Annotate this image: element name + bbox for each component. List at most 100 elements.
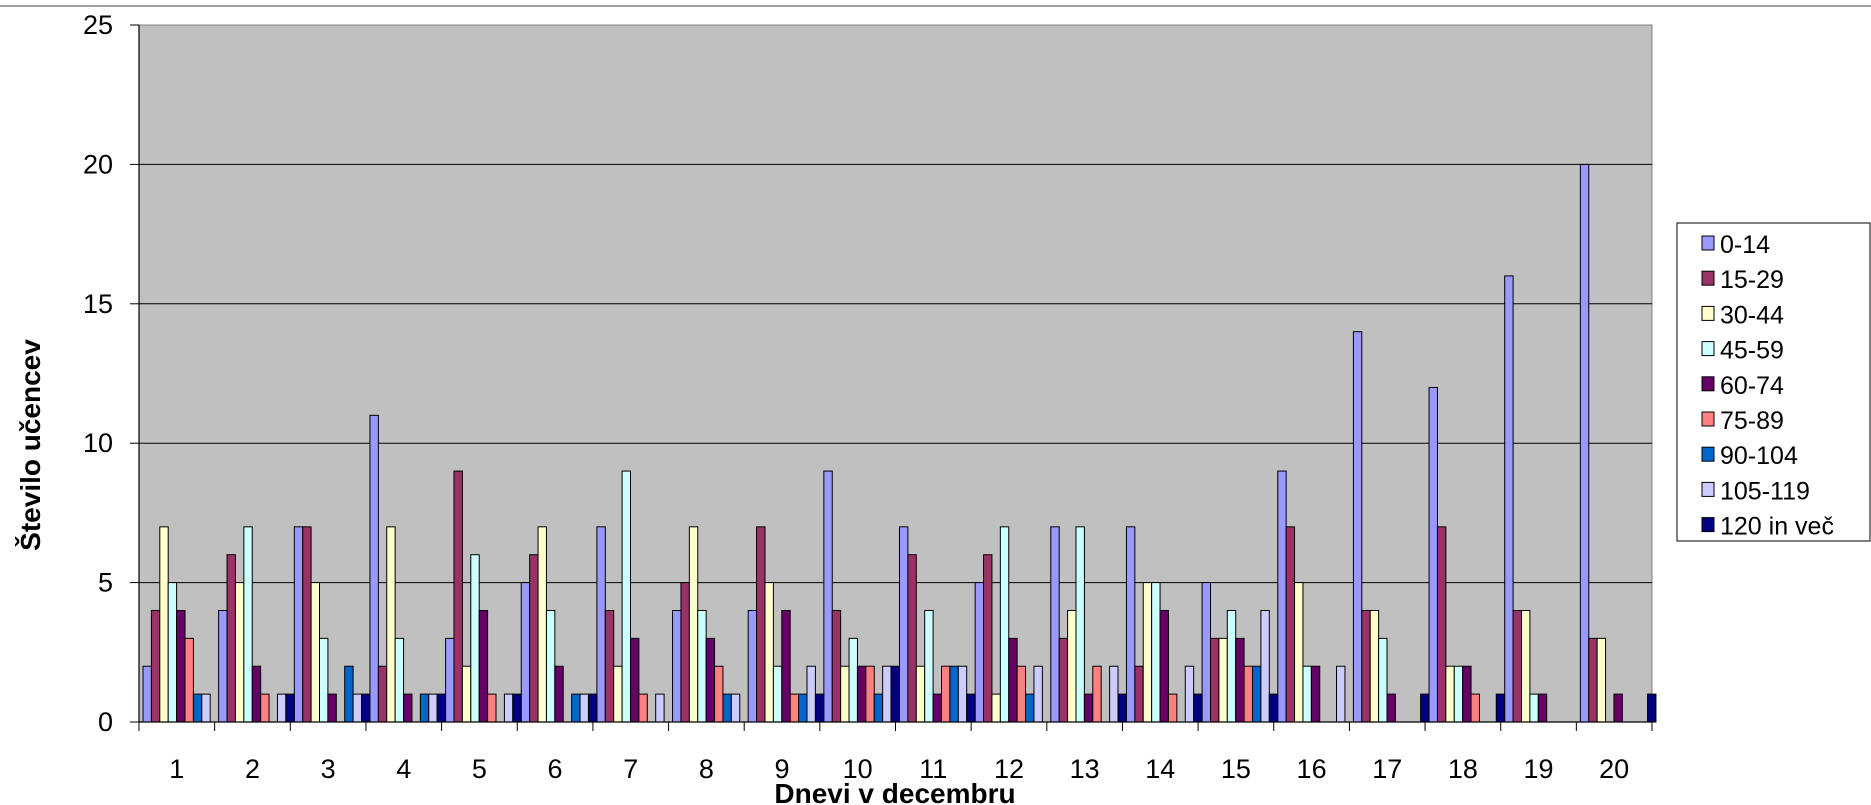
bar-105-119-day-5 xyxy=(503,693,514,723)
bar-60-74-day-3 xyxy=(327,693,337,723)
bar-60-74-day-11 xyxy=(932,693,942,723)
legend-label: 60-74 xyxy=(1720,372,1784,400)
bar-0-14-day-5 xyxy=(445,637,455,723)
bar-0-14-day-2 xyxy=(218,609,228,723)
bar-30-44-day-18 xyxy=(1445,665,1455,723)
legend-swatch xyxy=(1701,446,1715,462)
bar-105-119-day-13 xyxy=(1109,665,1119,723)
bar-75-89-day-11 xyxy=(941,665,951,723)
y-tick-label: 5 xyxy=(98,568,113,598)
bar-60-74-day-18 xyxy=(1462,665,1472,723)
bar-75-89-day-8 xyxy=(714,665,724,723)
bar-30-44-day-9 xyxy=(764,582,774,723)
bar-90-104-day-3 xyxy=(344,665,354,723)
bar-60-74-day-7 xyxy=(630,637,640,723)
y-tick-label: 0 xyxy=(98,707,113,737)
bar-60-74-day-8 xyxy=(705,637,716,723)
bar-0-14-day-16 xyxy=(1277,470,1287,723)
bar-90-104-day-4 xyxy=(419,693,430,723)
bar-105-119-day-9 xyxy=(806,665,816,723)
bar-105-119-day-15 xyxy=(1260,609,1270,723)
x-tick-label: 17 xyxy=(1372,754,1402,784)
legend-swatch xyxy=(1701,481,1715,497)
bar-30-44-day-10 xyxy=(840,665,850,723)
bar-60-74-day-10 xyxy=(856,665,867,723)
x-tick-label: 11 xyxy=(919,754,947,784)
legend-swatch xyxy=(1701,411,1715,427)
bar-120-in-več-day-2 xyxy=(285,693,295,723)
bar-60-74-day-6 xyxy=(554,665,564,723)
bar-75-89-day-7 xyxy=(638,693,648,723)
bar-15-29-day-1 xyxy=(150,609,161,723)
bar-105-119-day-10 xyxy=(882,665,892,723)
bar-120-in-več-day-15 xyxy=(1268,693,1279,723)
bar-75-89-day-10 xyxy=(865,665,875,723)
bar-15-29-day-12 xyxy=(983,554,993,723)
bar-120-in-več-day-4 xyxy=(436,693,447,723)
bar-30-44-day-1 xyxy=(159,526,169,723)
bar-105-119-day-7 xyxy=(655,693,665,723)
bar-30-44-day-4 xyxy=(386,526,396,723)
bar-45-59-day-19 xyxy=(1529,693,1539,723)
bar-75-89-day-15 xyxy=(1243,665,1253,723)
bar-105-119-day-2 xyxy=(276,693,287,723)
bar-30-44-day-15 xyxy=(1218,637,1228,723)
bar-0-14-day-3 xyxy=(293,526,304,723)
bar-60-74-day-19 xyxy=(1537,693,1548,723)
bar-90-104-day-9 xyxy=(798,693,808,723)
bar-15-29-day-19 xyxy=(1512,609,1522,723)
bar-120-in-več-day-6 xyxy=(587,693,598,723)
bar-60-74-day-17 xyxy=(1386,693,1396,723)
x-tick-label: 16 xyxy=(1297,754,1327,784)
bar-75-89-day-14 xyxy=(1167,693,1178,723)
bar-45-59-day-1 xyxy=(167,582,178,723)
bar-15-29-day-6 xyxy=(529,554,539,723)
bar-30-44-day-12 xyxy=(991,693,1001,723)
bar-60-74-day-13 xyxy=(1083,693,1094,723)
bar-15-29-day-13 xyxy=(1058,637,1069,723)
bar-15-29-day-20 xyxy=(1588,637,1598,723)
bar-90-104-day-12 xyxy=(1025,693,1035,723)
bar-15-29-day-10 xyxy=(831,609,842,723)
legend-swatch xyxy=(1701,270,1715,286)
y-tick-label: 25 xyxy=(83,10,113,40)
bar-0-14-day-4 xyxy=(369,414,379,723)
bar-105-119-day-14 xyxy=(1184,665,1195,723)
bar-75-89-day-2 xyxy=(260,693,270,723)
bar-105-119-day-8 xyxy=(730,693,741,723)
bar-105-119-day-6 xyxy=(579,693,589,723)
legend: 0-14 15-29 30-44 45-59 60-74 75-89 90-104 105-1… xyxy=(1676,222,1871,542)
x-tick-label: 2 xyxy=(245,754,260,784)
bar-15-29-day-8 xyxy=(680,582,690,723)
x-tick-label: 6 xyxy=(548,754,563,784)
bar-45-59-day-15 xyxy=(1226,609,1237,723)
bar-15-29-day-17 xyxy=(1361,609,1371,723)
bar-15-29-day-16 xyxy=(1285,526,1296,723)
bar-120-in-več-day-3 xyxy=(361,693,371,723)
bar-105-119-day-11 xyxy=(957,665,968,723)
bar-45-59-day-18 xyxy=(1453,665,1464,723)
bar-45-59-day-2 xyxy=(243,526,253,723)
bar-60-74-day-14 xyxy=(1159,609,1169,723)
x-tick-label: 8 xyxy=(699,754,714,784)
bar-0-14-day-13 xyxy=(1050,526,1060,723)
bar-30-44-day-16 xyxy=(1294,582,1304,723)
bar-0-14-day-6 xyxy=(520,582,531,723)
legend-swatch xyxy=(1701,517,1715,533)
legend-swatch xyxy=(1701,235,1715,251)
bar-120-in-več-day-9 xyxy=(814,693,825,723)
bar-120-in-več-day-14 xyxy=(1193,693,1203,723)
bar-0-14-day-1 xyxy=(142,665,152,723)
bar-105-119-day-4 xyxy=(428,693,438,723)
bar-30-44-day-6 xyxy=(537,526,547,723)
bar-15-29-day-9 xyxy=(756,526,766,723)
bar-60-74-day-15 xyxy=(1235,637,1245,723)
bar-75-89-day-9 xyxy=(789,693,800,723)
bar-30-44-day-11 xyxy=(915,665,926,723)
x-tick-label: 15 xyxy=(1221,754,1251,784)
bar-15-29-day-14 xyxy=(1134,665,1144,723)
bar-75-89-day-5 xyxy=(487,693,497,723)
bar-0-14-day-18 xyxy=(1428,386,1438,723)
bar-75-89-day-12 xyxy=(1016,665,1027,723)
